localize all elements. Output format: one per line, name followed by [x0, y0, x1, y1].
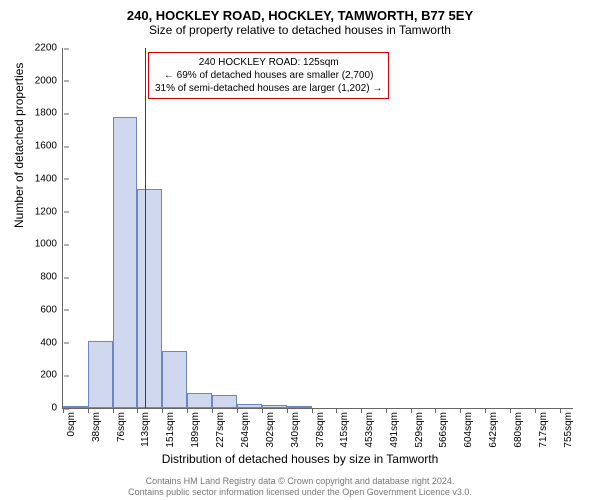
y-tick: 1400	[35, 173, 63, 184]
y-tick: 1000	[35, 239, 63, 250]
footer-line1: Contains HM Land Registry data © Crown c…	[0, 476, 600, 487]
x-tick-label: 415sqm	[339, 412, 350, 448]
x-tick-mark	[560, 408, 561, 413]
histogram-bar	[88, 341, 113, 408]
y-axis-label: Number of detached properties	[12, 63, 26, 228]
x-tick-mark	[336, 408, 337, 413]
x-tick-mark	[485, 408, 486, 413]
annotation-box: 240 HOCKLEY ROAD: 125sqm ← 69% of detach…	[148, 52, 389, 99]
x-tick-mark	[287, 408, 288, 413]
histogram-bar	[63, 406, 88, 408]
x-axis-label: Distribution of detached houses by size …	[0, 452, 600, 466]
x-tick-label: 529sqm	[414, 412, 425, 448]
y-tick: 1600	[35, 141, 63, 152]
histogram-bar	[162, 351, 187, 408]
x-tick-mark	[212, 408, 213, 413]
x-tick-label: 189sqm	[190, 412, 201, 448]
y-tick: 2200	[35, 43, 63, 54]
y-tick: 600	[40, 304, 63, 315]
histogram-bar	[137, 189, 162, 408]
x-tick-mark	[535, 408, 536, 413]
x-tick-label: 113sqm	[140, 412, 151, 447]
y-tick: 400	[40, 337, 63, 348]
histogram-bar	[212, 395, 236, 408]
x-tick-mark	[386, 408, 387, 413]
y-tick: 200	[40, 370, 63, 381]
chart-title-sub: Size of property relative to detached ho…	[0, 23, 600, 39]
x-tick-mark	[137, 408, 138, 413]
x-tick-label: 0sqm	[66, 412, 77, 436]
x-tick-mark	[460, 408, 461, 413]
x-tick-label: 604sqm	[463, 412, 474, 448]
x-tick-label: 717sqm	[538, 412, 549, 448]
x-tick-label: 264sqm	[240, 412, 251, 448]
x-tick-mark	[162, 408, 163, 413]
x-tick-mark	[187, 408, 188, 413]
x-tick-label: 566sqm	[438, 412, 449, 448]
y-tick: 1800	[35, 108, 63, 119]
x-tick-label: 453sqm	[364, 412, 375, 448]
histogram-bar	[113, 117, 137, 408]
x-tick-label: 680sqm	[513, 412, 524, 448]
x-tick-label: 227sqm	[215, 412, 226, 448]
x-tick-label: 491sqm	[389, 412, 400, 448]
x-tick-mark	[312, 408, 313, 413]
histogram-bar	[262, 405, 287, 408]
x-tick-mark	[435, 408, 436, 413]
annotation-line1: 240 HOCKLEY ROAD: 125sqm	[155, 56, 382, 69]
x-tick-mark	[361, 408, 362, 413]
annotation-line3: 31% of semi-detached houses are larger (…	[155, 82, 382, 95]
y-tick: 0	[51, 403, 63, 414]
histogram-bar	[237, 404, 262, 408]
x-tick-label: 378sqm	[315, 412, 326, 448]
x-tick-label: 76sqm	[116, 412, 127, 442]
reference-line	[145, 48, 146, 408]
y-tick: 800	[40, 272, 63, 283]
plot-area: 240 HOCKLEY ROAD: 125sqm ← 69% of detach…	[62, 48, 573, 409]
x-tick-mark	[411, 408, 412, 413]
x-tick-mark	[63, 408, 64, 413]
y-tick: 1200	[35, 206, 63, 217]
x-tick-label: 340sqm	[290, 412, 301, 448]
x-tick-mark	[113, 408, 114, 413]
y-tick: 2000	[35, 75, 63, 86]
chart-title-main: 240, HOCKLEY ROAD, HOCKLEY, TAMWORTH, B7…	[0, 0, 600, 23]
x-tick-mark	[262, 408, 263, 413]
footer-attribution: Contains HM Land Registry data © Crown c…	[0, 476, 600, 499]
x-tick-label: 755sqm	[563, 412, 574, 448]
annotation-line2: ← 69% of detached houses are smaller (2,…	[155, 69, 382, 82]
histogram-bar	[287, 406, 312, 408]
histogram-bar	[187, 393, 212, 408]
x-tick-label: 151sqm	[165, 412, 176, 448]
chart-container: 240, HOCKLEY ROAD, HOCKLEY, TAMWORTH, B7…	[0, 0, 600, 500]
x-tick-label: 38sqm	[91, 412, 102, 442]
x-tick-mark	[510, 408, 511, 413]
x-tick-mark	[237, 408, 238, 413]
x-tick-label: 302sqm	[265, 412, 276, 448]
x-tick-mark	[88, 408, 89, 413]
footer-line2: Contains public sector information licen…	[0, 487, 600, 498]
x-tick-label: 642sqm	[488, 412, 499, 448]
